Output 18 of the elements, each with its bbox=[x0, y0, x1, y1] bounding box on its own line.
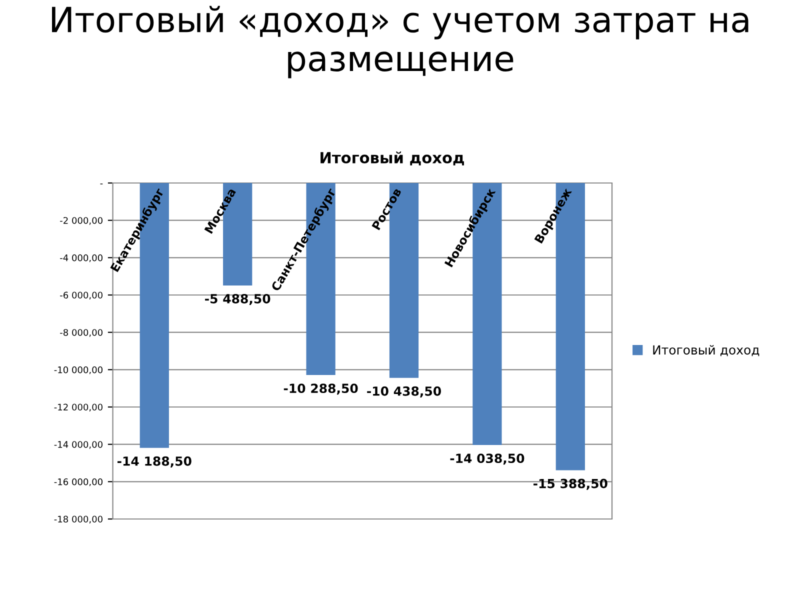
data-label: -14 038,50 bbox=[450, 454, 524, 465]
y-tick-label: -6 000,00 bbox=[60, 292, 102, 300]
y-tick-label: -12 000,00 bbox=[54, 404, 102, 412]
y-tick-label: -2 000,00 bbox=[60, 217, 102, 225]
data-label: -10 438,50 bbox=[367, 386, 441, 398]
y-tick-label: -14 000,00 bbox=[54, 441, 102, 449]
legend-label: Итоговый доход bbox=[653, 345, 760, 356]
y-tick-label: -16 000,00 bbox=[54, 478, 102, 486]
data-label: -15 388,50 bbox=[533, 478, 608, 490]
y-tick-label: -8 000,00 bbox=[60, 329, 102, 337]
y-tick-label: -10 000,00 bbox=[54, 366, 102, 374]
chart-title: Итоговый «доход» с учетом затрат на размещение bbox=[52, 6, 748, 78]
chart-subtitle: Итоговый доход bbox=[320, 152, 464, 166]
y-tick-label: -18 000,00 bbox=[54, 516, 102, 524]
data-label: -14 188,50 bbox=[117, 456, 192, 468]
data-label: -5 488,50 bbox=[205, 294, 270, 306]
y-tick-label: -4 000,00 bbox=[60, 254, 102, 262]
data-label: -10 288,50 bbox=[284, 384, 358, 395]
